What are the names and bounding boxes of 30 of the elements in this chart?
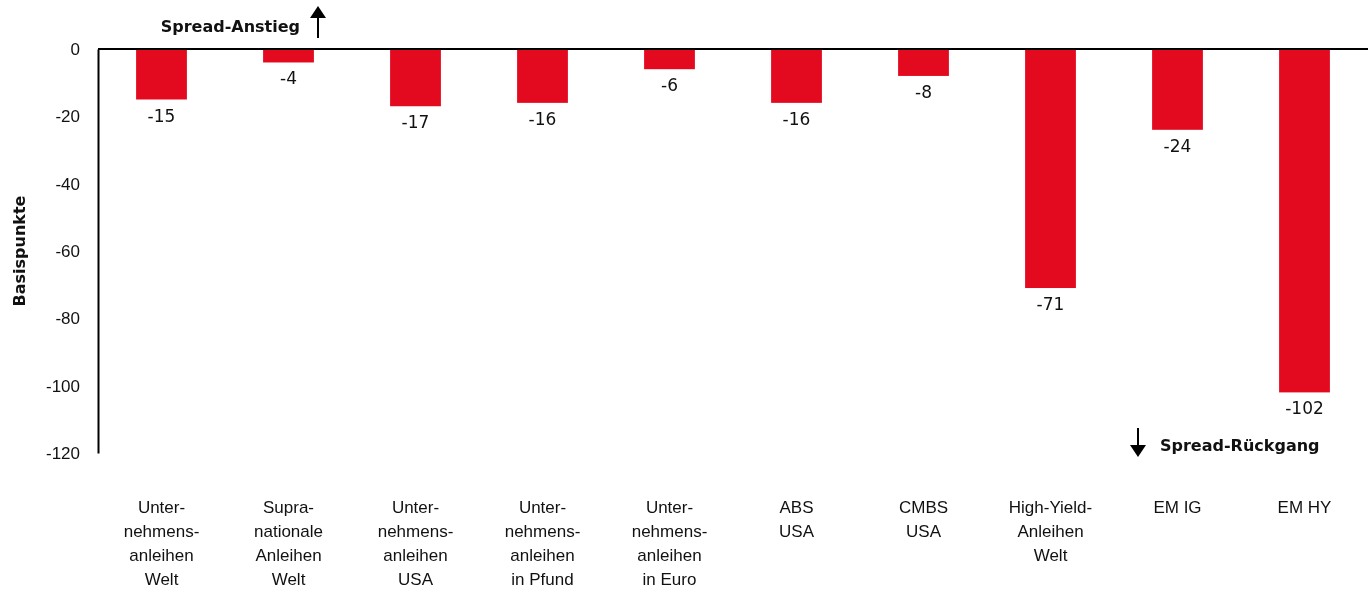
y-tick-label: -100 (45, 376, 80, 396)
data-label: -102 (1285, 398, 1324, 419)
x-tick-label: CMBS USA (898, 498, 949, 541)
data-label: -6 (661, 75, 678, 96)
x-tick-label: High-Yield- Anleihen Welt (1008, 498, 1093, 565)
x-tick-label: ABS USA (779, 498, 815, 541)
data-label: -24 (1163, 135, 1192, 156)
data-label: -16 (528, 108, 557, 129)
x-tick-label: Unter- nehmens- anleihen in Euro (631, 498, 708, 589)
x-tick-label: Unter- nehmens- anleihen USA (377, 498, 454, 589)
x-tick-label: EM HY (1277, 498, 1332, 517)
data-label: -16 (782, 108, 811, 129)
y-tick-label: 0 (70, 39, 80, 59)
y-axis-title: Basispunkte (10, 195, 29, 307)
data-label: -17 (401, 112, 430, 133)
x-tick-label: Unter- nehmens- anleihen in Pfund (504, 498, 581, 589)
x-tick-label: EM IG (1153, 498, 1202, 517)
y-tick-label: -40 (55, 174, 80, 194)
y-tick-label: -80 (55, 309, 80, 329)
y-tick-label: -20 (55, 107, 80, 127)
data-label: -15 (147, 105, 176, 126)
y-tick-label: -120 (45, 443, 80, 463)
data-label: -8 (915, 81, 932, 102)
text: Spread-Anstieg (160, 17, 300, 36)
annotation: Spread-Rückgang (1160, 436, 1320, 455)
y-tick-label: -60 (55, 241, 80, 261)
x-tick-label: Supra- nationale Anleihen Welt (253, 498, 324, 589)
data-label: -4 (280, 68, 297, 89)
x-tick-label: Unter- nehmens- anleihen Welt (123, 498, 200, 589)
data-label: -71 (1036, 294, 1065, 315)
